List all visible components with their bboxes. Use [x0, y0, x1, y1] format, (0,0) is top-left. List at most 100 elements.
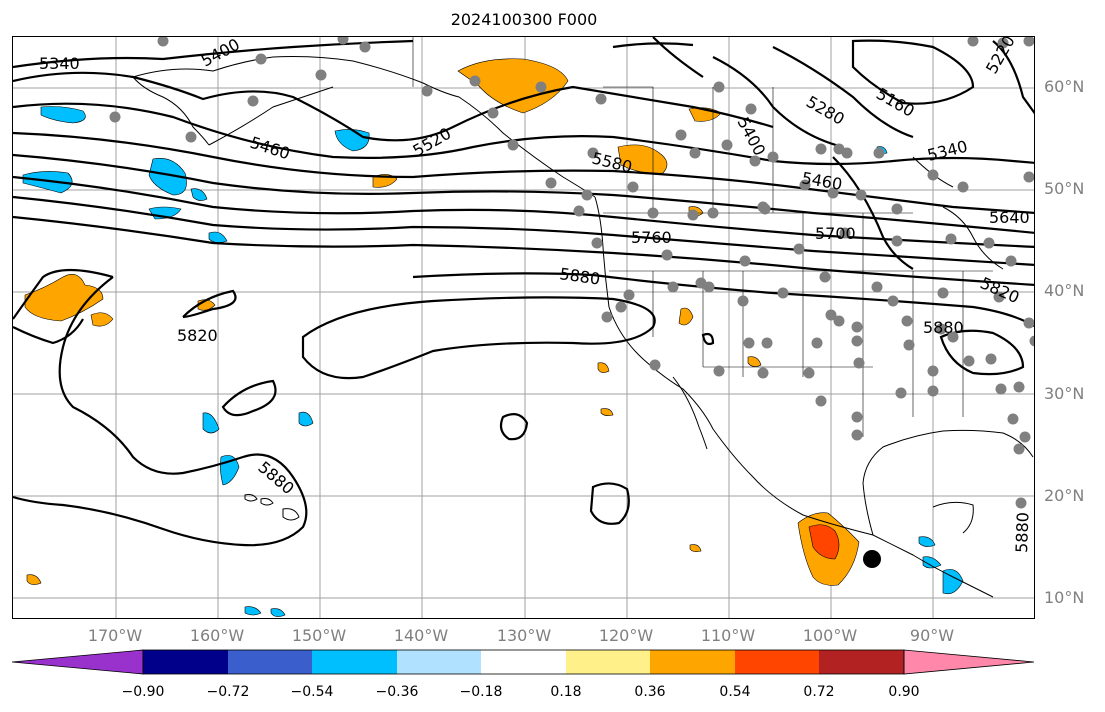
station-dot: [957, 181, 969, 193]
station-dot: [157, 37, 169, 47]
station-dot: [315, 69, 327, 81]
colorbar-tick: 0.90: [888, 684, 920, 700]
colorbar-tick: 0.36: [634, 684, 666, 700]
colorbar-segment: [819, 650, 904, 674]
contour-label: 5280: [803, 92, 848, 129]
contour-label: 5400: [733, 114, 769, 159]
station-dot: [649, 359, 661, 371]
colorbar-segment: [481, 650, 566, 674]
contour-label: 5400: [198, 37, 243, 71]
station-dot: [757, 367, 769, 379]
station-dot: [851, 411, 863, 423]
station-dot: [947, 331, 959, 343]
lat-label-60n: 60°N: [1044, 77, 1085, 96]
station-dot: [1023, 37, 1034, 47]
station-dot: [689, 147, 701, 159]
anomaly-shading: [22, 58, 964, 617]
lat-label-30n: 30°N: [1044, 384, 1085, 403]
lon-label-150w: 150°W: [291, 626, 347, 645]
station-dot: [1023, 317, 1034, 329]
lon-label-130w: 130°W: [496, 626, 552, 645]
coastlines: [132, 37, 1034, 598]
lat-label-50n: 50°N: [1044, 179, 1085, 198]
station-dot: [1019, 431, 1031, 443]
station-dot: [993, 291, 1005, 303]
station-dot: [997, 37, 1009, 49]
station-dot: [1029, 335, 1034, 347]
contour-label: 5820: [177, 326, 218, 345]
station-dot: [721, 139, 733, 151]
contour-label: 5880: [558, 264, 601, 288]
lon-label-140w: 140°W: [393, 626, 449, 645]
map-title: 2024100300 F000: [450, 10, 598, 29]
station-dot: [995, 383, 1007, 395]
station-dot: [507, 139, 519, 151]
station-dot: [1023, 171, 1034, 183]
station-dot: [581, 189, 593, 201]
station-dot: [661, 249, 673, 261]
station-dot: [887, 295, 899, 307]
station-dot: [799, 179, 811, 191]
contour-label: 5760: [631, 228, 672, 247]
station-dot: [359, 41, 371, 53]
lat-label-40n: 40°N: [1044, 281, 1085, 300]
station-dot: [927, 169, 939, 181]
colorbar-extend-high: [903, 649, 1035, 675]
colorbar-tick: 0.72: [803, 684, 835, 700]
station-dot: [851, 335, 863, 347]
station-markers: [109, 37, 1034, 509]
station-dot: [1007, 413, 1019, 425]
station-dot: [337, 37, 349, 45]
contour-label: 5640: [989, 208, 1030, 227]
station-dot: [535, 81, 547, 93]
station-dot: [713, 365, 725, 377]
station-dot: [891, 203, 903, 215]
station-dot: [815, 143, 827, 155]
graticule: [13, 37, 1034, 618]
station-dot: [967, 37, 979, 47]
station-dot: [615, 301, 627, 313]
station-dot: [803, 367, 815, 379]
station-dot: [1005, 255, 1017, 267]
station-dot: [573, 205, 585, 217]
colorbar-tick: −0.18: [459, 684, 503, 700]
colorbar-segment: [312, 650, 397, 674]
station-dot: [759, 203, 771, 215]
station-dot: [109, 111, 121, 123]
contour-label: 5340: [39, 54, 80, 73]
station-dot: [623, 289, 635, 301]
lon-label-170w: 170°W: [87, 626, 143, 645]
station-dot: [833, 143, 845, 155]
station-dot: [777, 287, 789, 299]
station-dot: [963, 355, 975, 367]
station-dot: [927, 385, 939, 397]
colorbar-outline: [142, 649, 905, 675]
station-dot: [185, 131, 197, 143]
station-dot: [675, 129, 687, 141]
station-dot: [761, 337, 773, 349]
lat-label-10n: 10°N: [1044, 588, 1085, 607]
station-dot: [1015, 497, 1027, 509]
station-dot: [707, 207, 719, 219]
tropical-storm-marker: [863, 550, 881, 568]
colorbar-tick: −0.90: [121, 684, 165, 700]
station-dot: [487, 107, 499, 119]
station-dot: [833, 315, 845, 327]
station-dot: [895, 387, 907, 399]
station-dot: [825, 309, 837, 321]
station-dot: [853, 357, 865, 369]
contour-label: 5880: [1012, 512, 1032, 553]
colorbar-tick: −0.72: [206, 684, 250, 700]
station-dot: [983, 237, 995, 249]
station-dot: [647, 207, 659, 219]
station-dot: [927, 365, 939, 377]
station-dot: [793, 243, 805, 255]
station-dot: [737, 295, 749, 307]
station-dot: [595, 93, 607, 105]
station-dot: [945, 233, 957, 245]
station-dot: [667, 281, 679, 293]
station-dot: [745, 103, 757, 115]
station-dot: [1013, 443, 1025, 455]
